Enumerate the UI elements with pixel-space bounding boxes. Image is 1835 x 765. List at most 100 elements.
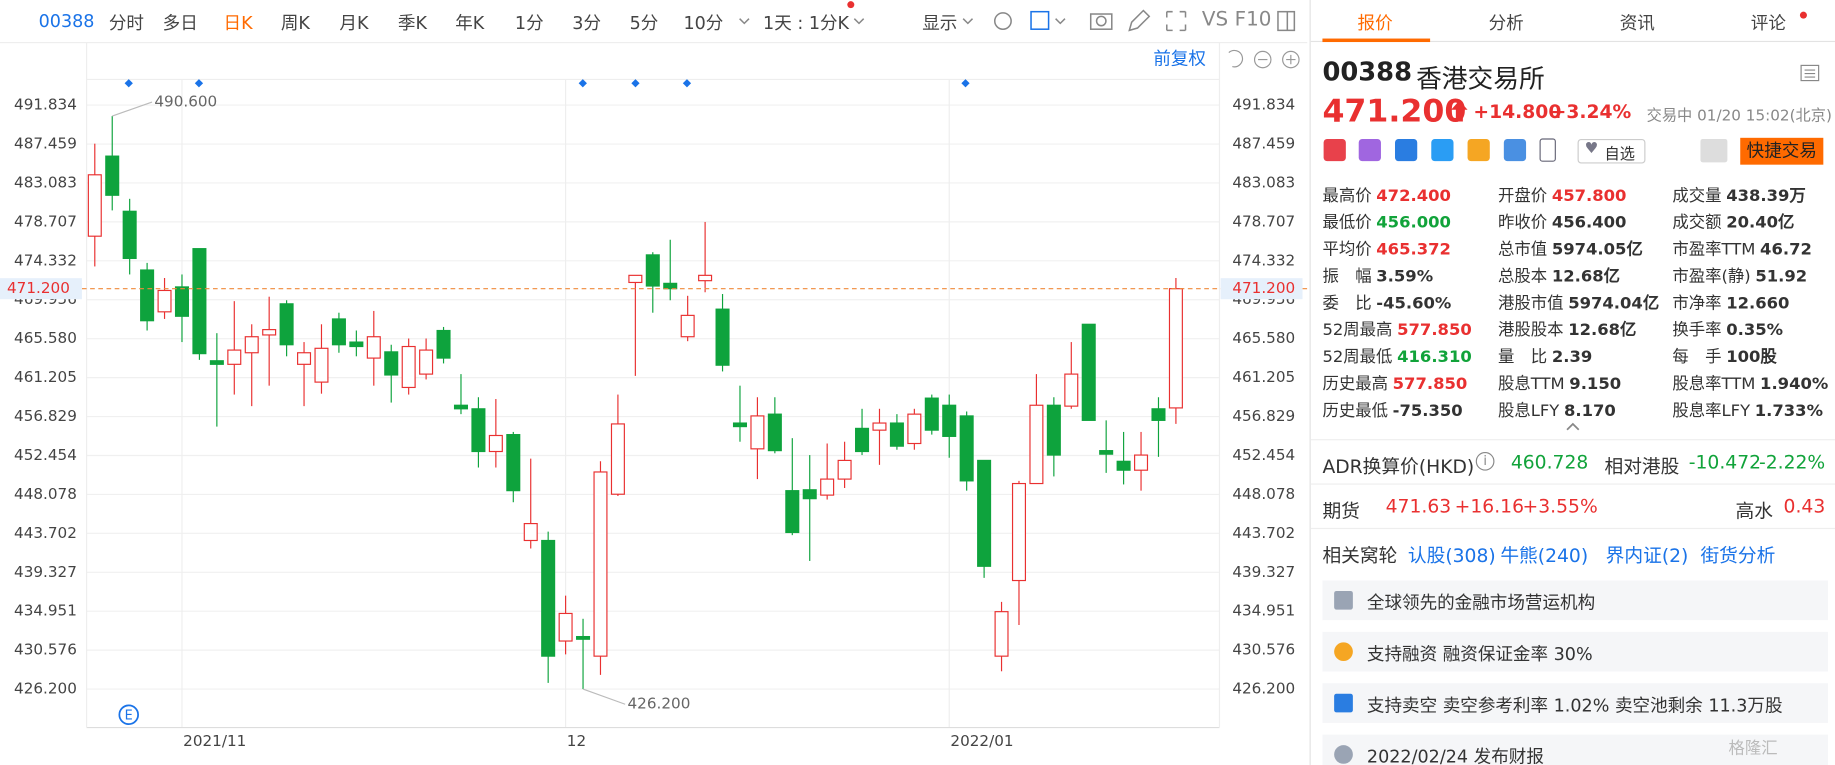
candle-body [994,611,1009,657]
stat-value: 457.800 [1551,186,1627,206]
y-tick-label: 478.707 [14,212,77,230]
vs-button[interactable]: VS [1201,8,1229,32]
info-item[interactable]: 支持卖空 卖空参考利率 1.02% 卖空池剩余 11.3万股 [1322,683,1829,723]
y-tick-label-right: 474.332 [1232,251,1295,269]
candle-body [959,415,974,482]
stat-item: 委 比 -45.60% [1322,291,1451,314]
panel-tab[interactable]: 报价 [1357,12,1393,34]
stat-label: 港股股本 [1497,321,1564,340]
event-icon-text: E [125,708,133,723]
info-item[interactable]: 支持融资 融资保证金率 30% [1322,631,1829,672]
stat-value: 2.39 [1551,348,1593,367]
stat-label: 52周最高 [1322,321,1393,340]
annotation-label: 426.200 [628,695,691,713]
alert-button[interactable] [1700,138,1728,163]
f10-button[interactable]: F10 [1234,8,1272,32]
stat-label: 开盘价 [1497,186,1548,206]
panel-tab[interactable]: 评论 [1750,12,1786,34]
trade-status: 交易中 01/20 15:02(北京) [1646,107,1832,125]
warrant-link[interactable]: 界内证(2) [1605,544,1689,567]
candle-body [1099,450,1114,455]
warrant-link[interactable]: 街货分析 [1700,544,1776,567]
info-icon [1334,642,1353,662]
warrant-link[interactable]: 牛熊(240) [1500,544,1589,567]
stat-label: 股息LFY [1497,401,1560,421]
period-tab[interactable]: 1分 [514,12,544,34]
adr-rel-pct: -2.22% [1758,450,1826,473]
candle-body [872,422,887,431]
y-tick-label-right: 478.707 [1232,212,1295,230]
candle-body [122,210,137,260]
stock-code[interactable]: 00388 [38,10,95,32]
stat-label: 振 幅 [1322,267,1372,287]
y-tick-label-right: 483.083 [1232,173,1295,191]
toolbar-icons [739,1,1296,32]
adjust-button[interactable]: 前复权 [1153,50,1206,70]
adr-rel-change: -10.472 [1688,450,1762,473]
stat-item: 股息率LFY 1.733% [1672,398,1823,421]
stat-value: -75.350 [1392,401,1463,421]
period-tab[interactable]: 年K [455,12,485,34]
panel-tab[interactable]: 分析 [1488,12,1524,34]
stat-label: 最高价 [1322,186,1372,206]
stat-label: 量 比 [1497,348,1548,367]
period-tab[interactable]: 5分 [629,12,659,34]
period-tab[interactable]: 多日 [162,12,198,34]
y-tick-label: 483.083 [14,173,77,191]
feature-icons[interactable] [1322,138,1556,164]
candle-body [855,427,870,453]
interval-select[interactable]: 1天 : 1分K [763,12,850,34]
watch-button[interactable]: 自选 ♥ [1577,138,1646,164]
candle-body [174,286,190,317]
current-price-box [0,278,82,300]
candle-body [314,347,329,383]
candle-body [331,318,346,346]
warrants-label: 相关窝轮 [1322,544,1398,567]
warrant-link[interactable]: 认股(308) [1407,544,1496,567]
adr-value: 460.728 [1510,450,1589,473]
event-icon[interactable] [118,704,139,725]
y-tick-label-right: 456.829 [1232,407,1295,425]
candle-body [942,404,957,437]
stat-item: 最低价 456.000 [1322,210,1450,233]
candle-body [698,274,713,282]
stat-item: 总股本 12.68亿 [1498,264,1620,287]
candle-body [610,423,625,495]
period-tab[interactable]: 季K [397,12,427,34]
candle-body [105,155,120,196]
info-item[interactable]: 2022/02/24 发布财报 [1322,734,1829,765]
tab-divider [1310,40,1835,43]
y-tick-label-right: 452.454 [1232,446,1295,464]
period-tab[interactable]: 10分 [683,12,724,34]
stat-label: 最低价 [1322,213,1372,233]
display-select[interactable]: 显示 [922,12,958,34]
chart-controls[interactable] [1228,49,1300,69]
candle-body [645,254,660,287]
annotation-label: 490.600 [154,93,217,111]
trade-button[interactable]: 快捷交易 [1740,137,1824,165]
period-tab[interactable]: 分时 [108,12,144,34]
period-tab[interactable]: 月K [339,12,369,34]
chart: E 前复权 426.200 426.200 430.576 430.576 434.95… [0,42,1308,750]
period-tab[interactable]: 3分 [572,12,602,34]
adr-rel-label: 相对港股 [1604,455,1680,478]
candle-body [628,274,643,284]
collapse-icon[interactable] [1565,420,1581,432]
info-icon[interactable]: i [1475,451,1495,471]
candle-body [1116,460,1131,471]
candle-body [837,459,852,480]
info-item[interactable]: 全球领先的金融市场营运机构 [1322,580,1829,621]
stat-item: 平均价 465.372 [1322,237,1450,260]
y-tick-label-right: 443.702 [1232,524,1295,542]
panel-tab[interactable]: 资讯 [1619,12,1655,34]
candle-body [1029,404,1044,485]
candle-body [244,336,259,354]
period-tab[interactable]: 周K [280,12,310,34]
menu-icon[interactable] [1800,64,1821,83]
candle-body [924,397,939,431]
toolbar: 00388 1天 : 1分K 显示 VS F10 分时 多日 日K 周K 月K 季K 年K 1… [0,0,1308,44]
candle-body [209,360,224,365]
watch-label: 自选 [1604,145,1635,164]
period-tab[interactable]: 日K [223,12,253,34]
stat-label: 成交量 [1672,186,1722,206]
